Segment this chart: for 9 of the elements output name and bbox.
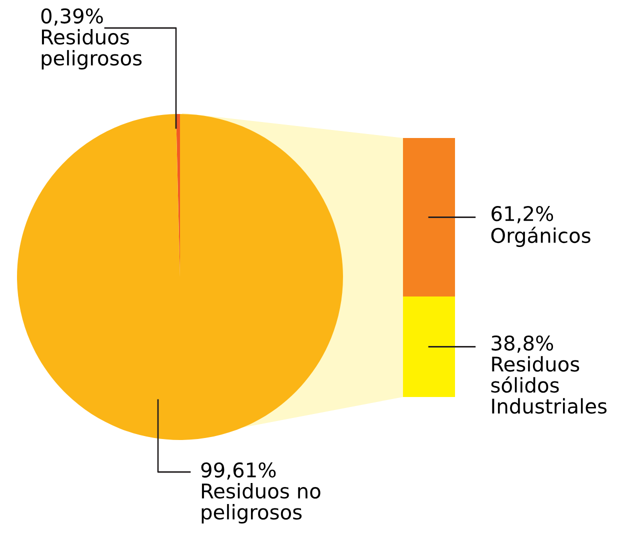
series-label: Orgánicos — [491, 226, 590, 247]
series-label: Residuos sólidos Industriales — [491, 356, 607, 414]
data-label: 61,2% — [492, 206, 554, 224]
slice-label: Residuos no peligrosos — [202, 483, 320, 524]
slice-label: Residuos peligrosos — [42, 29, 142, 70]
data-label: 99,61% — [201, 462, 276, 480]
data-label: 0,39% — [41, 8, 103, 26]
pie-slice — [17, 114, 343, 440]
data-label: 38,8% — [492, 335, 554, 353]
